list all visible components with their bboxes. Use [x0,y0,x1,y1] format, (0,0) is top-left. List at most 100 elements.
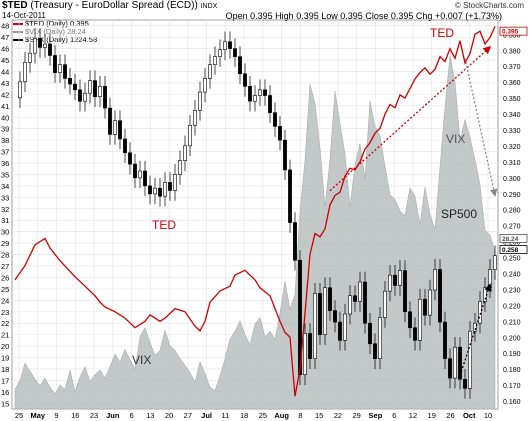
trend-arrow [329,46,492,192]
right-tick-label: 0.290 [503,192,521,199]
spx-candle [383,290,387,318]
spx-candle [128,152,132,165]
x-tick-label: Aug [274,411,289,420]
left-tick-label: 44 [1,67,9,76]
spx-candle [73,83,77,91]
right-tick-label: 0.320 [503,144,521,151]
right-tick-label: 0.350 [503,96,521,103]
left-tick-label: 21 [1,331,9,340]
left-tick-label: 48 [1,22,9,31]
spx-candle [98,86,102,97]
spx-candle [218,49,222,57]
x-tick-label: 22 [334,411,342,420]
right-tick-label: 0.240 [503,271,521,278]
left-tick-label: 32 [1,205,9,214]
spx-candle [148,185,152,195]
spx-candle [438,269,442,323]
left-tick-label: 15 [1,399,9,408]
spx-candle [113,120,117,135]
ohlc-readout: Open 0.395 High 0.395 Low 0.395 Close 0.… [226,11,502,21]
vix-layer [14,55,496,410]
spx-candle [358,281,362,302]
spx-candle [28,52,32,63]
left-tick-label: 23 [1,308,9,317]
spx-candle [68,78,72,85]
spx-candle [163,182,167,197]
legend-ted-swatch [13,23,23,26]
left-tick-label: 43 [1,79,9,88]
spx-candle [443,321,447,359]
right-tick-label: 0.230 [503,287,521,294]
spx-candle [118,120,122,140]
right-tick-label: 0.170 [503,383,521,390]
ted-line [14,26,496,397]
spx-candle [483,287,487,302]
spx-candle [273,112,277,127]
spx-candle [193,110,197,126]
plot-frame [11,19,499,410]
spx-candle [298,259,302,375]
spx-candle [48,43,52,56]
spx-candle [143,170,147,187]
high-value: 0.395 [296,11,319,21]
spx-candle [18,81,22,99]
left-tick-label: 36 [1,159,9,168]
spx-candle [133,163,137,179]
spx-candle [353,295,357,302]
vix-area [14,55,496,410]
close-value: 0.395 [390,11,414,21]
spx-candle [93,80,97,97]
spx-candle [313,293,317,359]
spx-candle [473,322,477,332]
spx-candle [173,174,177,191]
annotation-vix-upper: VIX [446,132,465,146]
chg-value: +0.007 (+1.73%) [434,11,502,21]
open-value: 0.395 [250,11,273,21]
left-tick-label: 46 [1,45,9,54]
left-tick-label: 18 [1,365,9,374]
legend-vix-swatch [13,31,23,34]
x-tick-label: 15 [315,411,323,420]
spx-candle [453,346,457,379]
left-tick-label: 31 [1,216,9,225]
spx-candle [43,43,47,48]
right-tick-label: 0.380 [503,48,521,55]
right-tick-label: 0.280 [503,208,521,215]
x-tick-label: Jul [201,411,212,420]
x-tick-label: 20 [165,411,173,420]
spx-candle [258,89,262,96]
left-tick-label: 29 [1,239,9,248]
spx-candle [78,89,82,102]
left-tick-label: 41 [1,102,9,111]
trend-arrow [459,283,492,376]
spx-candle [188,124,192,147]
legend-spx-label: $SPX (Daily) 1224.58 [25,35,98,44]
left-tick-label: 37 [1,148,9,157]
annotation-vix-lower: VIX [132,353,151,367]
chg-label: Chg [415,11,433,21]
right-tick-label: 0.190 [503,351,521,358]
x-tick-label: 8 [298,411,302,420]
left-tick-label: 28 [1,251,9,260]
value-badge-text: 0.395 [502,29,519,36]
spx-candle [138,170,142,179]
left-tick-label: 35 [1,170,9,179]
value-badge-text: 28.24 [502,236,519,243]
x-tick-label: Sep [369,411,383,420]
spx-candle [63,64,67,79]
left-tick-label: 17 [1,376,9,385]
spx-candle [268,95,272,113]
right-tick-label: 0.300 [503,176,521,183]
right-tick-label: 0.260 [503,240,521,247]
left-tick-label: 26 [1,273,9,282]
right-tick-label: 0.370 [503,64,521,71]
spx-candle [398,270,402,286]
spx-candle [183,145,187,162]
left-tick-label: 45 [1,56,9,65]
legend-spx: $SPX (Daily) 1224.58 [13,35,97,44]
right-tick-label: 0.220 [503,303,521,310]
left-tick-label: 19 [1,354,9,363]
x-tick-label: 6 [392,411,396,420]
close-label: Close [365,11,389,21]
